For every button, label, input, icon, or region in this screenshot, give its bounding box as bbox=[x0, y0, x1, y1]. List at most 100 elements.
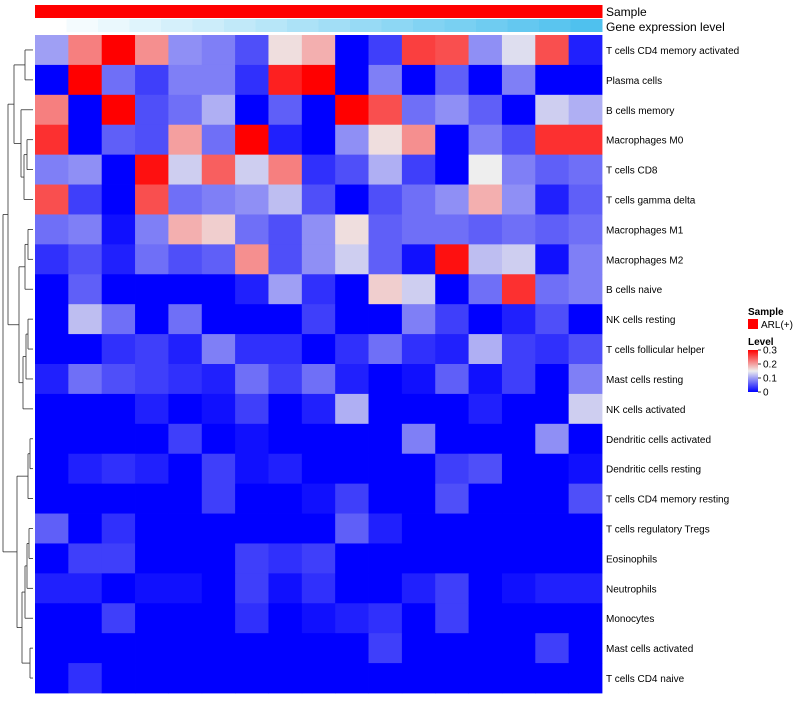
heatmap-cell bbox=[201, 393, 236, 425]
heatmap-cell bbox=[201, 64, 236, 96]
sample-annotation-cell bbox=[444, 5, 477, 18]
heatmap-cell bbox=[35, 423, 69, 455]
heatmap-cell bbox=[201, 304, 236, 335]
heatmap-cell bbox=[335, 64, 369, 96]
heatmap-cell bbox=[168, 154, 203, 185]
heatmap-cell bbox=[568, 364, 603, 395]
heatmap-cell bbox=[401, 274, 436, 305]
sample-annotation-cell bbox=[287, 5, 319, 18]
heatmap-cell bbox=[368, 214, 403, 245]
heatmap-cell bbox=[535, 573, 570, 604]
heatmap-cell bbox=[335, 573, 369, 604]
heatmap-cell bbox=[168, 334, 203, 365]
heatmap-cell bbox=[435, 94, 469, 126]
heatmap-cell bbox=[401, 663, 436, 694]
expression-annotation-cell bbox=[539, 19, 571, 32]
heatmap-cell bbox=[535, 453, 570, 485]
heatmap-cell bbox=[168, 573, 203, 604]
heatmap-cell bbox=[435, 154, 469, 185]
heatmap-cell bbox=[535, 184, 570, 215]
sample-annotation-cell bbox=[381, 5, 414, 18]
heatmap-cell bbox=[301, 393, 336, 425]
heatmap-cell bbox=[501, 94, 536, 126]
heatmap-cell bbox=[368, 663, 403, 694]
heatmap-cell bbox=[101, 543, 136, 574]
heatmap-cell bbox=[335, 453, 369, 485]
heatmap-cell bbox=[201, 603, 236, 634]
heatmap-cell bbox=[335, 35, 369, 66]
heatmap-cell bbox=[301, 573, 336, 604]
heatmap-cell bbox=[235, 663, 269, 694]
heatmap-cell bbox=[201, 274, 236, 305]
heatmap-cell bbox=[68, 573, 103, 604]
heatmap-cell bbox=[268, 364, 303, 395]
heatmap-cell bbox=[135, 214, 169, 245]
heatmap-cell bbox=[201, 513, 236, 544]
heatmap-cell bbox=[168, 423, 203, 455]
heatmap-cell bbox=[135, 35, 169, 66]
heatmap-cell bbox=[135, 244, 169, 275]
heatmap-cell bbox=[568, 543, 603, 574]
heatmap-cell bbox=[535, 483, 570, 514]
heatmap-cell bbox=[168, 184, 203, 215]
heatmap-cell bbox=[301, 513, 336, 544]
heatmap-cell bbox=[468, 573, 503, 604]
heatmap-cell bbox=[301, 663, 336, 694]
heatmap-cell bbox=[35, 244, 69, 275]
heatmap-cell bbox=[535, 543, 570, 574]
heatmap-cell bbox=[135, 124, 169, 156]
heatmap-cell bbox=[335, 184, 369, 215]
heatmap-cell bbox=[335, 513, 369, 544]
heatmap-cell bbox=[135, 633, 169, 664]
heatmap-cell bbox=[101, 214, 136, 245]
heatmap-cell bbox=[301, 35, 336, 66]
heatmap-cell bbox=[235, 64, 269, 96]
heatmap-cell bbox=[35, 573, 69, 604]
heatmap-cell bbox=[401, 453, 436, 485]
heatmap-cell bbox=[435, 603, 469, 634]
heatmap-cell bbox=[368, 64, 403, 96]
heatmap-cell bbox=[568, 513, 603, 544]
heatmap-cell bbox=[268, 543, 303, 574]
heatmap-cell bbox=[401, 393, 436, 425]
heatmap-cell bbox=[435, 214, 469, 245]
heatmap-cell bbox=[68, 64, 103, 96]
heatmap-cell bbox=[135, 304, 169, 335]
legend-level-ticks: 0.3 0.2 0.1 0 bbox=[758, 346, 777, 399]
heatmap-cell bbox=[501, 543, 536, 574]
row-label: Macrophages M2 bbox=[606, 255, 684, 266]
heatmap-cell bbox=[435, 573, 469, 604]
heatmap-cell bbox=[435, 513, 469, 544]
heatmap-cell bbox=[135, 453, 169, 485]
heatmap-cell bbox=[235, 543, 269, 574]
heatmap-cell bbox=[35, 453, 69, 485]
heatmap-cell bbox=[201, 423, 236, 455]
legend-sample-swatch bbox=[748, 319, 758, 329]
heatmap-cell bbox=[101, 64, 136, 96]
heatmap-cell bbox=[335, 124, 369, 156]
heatmap-cell bbox=[35, 304, 69, 335]
heatmap-cell bbox=[535, 334, 570, 365]
heatmap-cell bbox=[435, 483, 469, 514]
legend-sample-entry: ARL(+) bbox=[761, 320, 793, 331]
heatmap-cell bbox=[235, 214, 269, 245]
heatmap-cell bbox=[235, 573, 269, 604]
heatmap-cell bbox=[501, 184, 536, 215]
heatmap-cell bbox=[335, 393, 369, 425]
heatmap-cell bbox=[368, 423, 403, 455]
heatmap-cell bbox=[435, 274, 469, 305]
heatmap-cell bbox=[168, 663, 203, 694]
heatmap-cell bbox=[468, 244, 503, 275]
heatmap-cell bbox=[368, 603, 403, 634]
heatmap-cell bbox=[435, 423, 469, 455]
heatmap-cell bbox=[301, 483, 336, 514]
heatmap-cell bbox=[168, 124, 203, 156]
heatmap-cell bbox=[68, 364, 103, 395]
heatmap-cell bbox=[235, 154, 269, 185]
heatmap-cell bbox=[468, 663, 503, 694]
heatmap-cell bbox=[301, 543, 336, 574]
heatmap-cell bbox=[201, 483, 236, 514]
heatmap-cell bbox=[401, 334, 436, 365]
heatmap-cell bbox=[101, 573, 136, 604]
heatmap-cell bbox=[501, 633, 536, 664]
